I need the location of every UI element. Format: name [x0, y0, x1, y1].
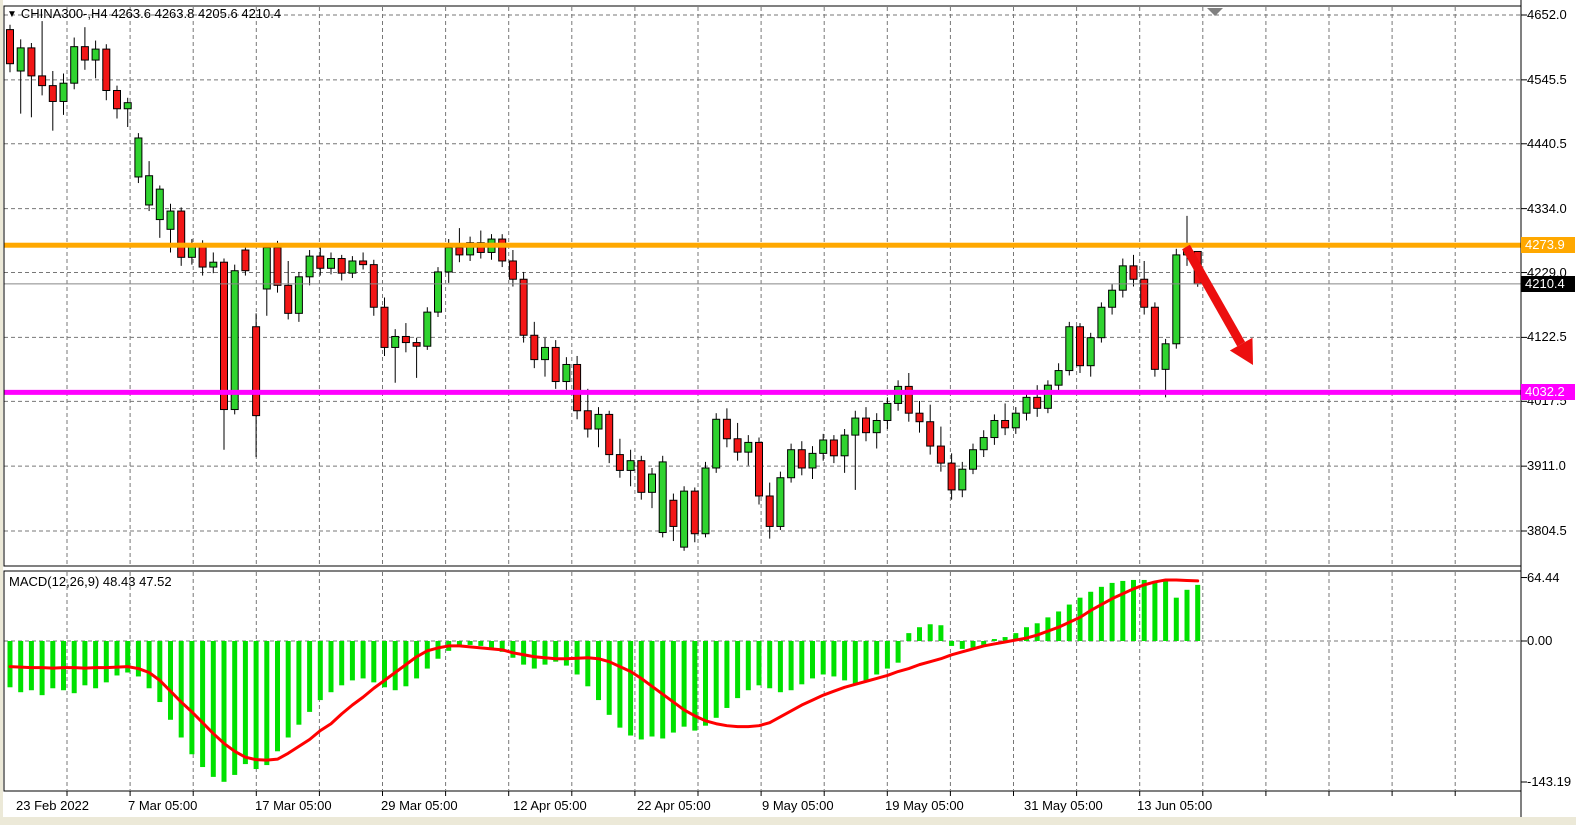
time-tick-label: 31 May 05:00: [1024, 798, 1103, 813]
symbol-dropdown-icon[interactable]: ▼: [7, 9, 17, 20]
time-tick-label: 23 Feb 2022: [16, 798, 90, 813]
support-price-tag: 4032.2: [1521, 384, 1575, 401]
price-tick-label: 4440.5: [1527, 135, 1567, 151]
macd-tick-label: 0.00: [1527, 633, 1553, 648]
price-tick-label: 4334.0: [1527, 200, 1567, 216]
bottom-window-edge: [0, 817, 1576, 825]
price-tick-label: 3911.0: [1527, 458, 1566, 474]
time-tick-label: 9 May 05:00: [762, 798, 834, 813]
left-window-edge: [0, 0, 3, 825]
macd-indicator-label: MACD(12,26,9) 48.43 47.52: [9, 574, 172, 589]
resistance-price-tag: 4273.9: [1521, 237, 1575, 254]
chart-title-text: CHINA300-,H4 4263.6 4263.8 4205.6 4210.4: [20, 6, 282, 21]
time-tick-label: 19 May 05:00: [885, 798, 964, 813]
time-tick-label: 7 Mar 05:00: [128, 798, 198, 813]
last-price-tag: 4210.4: [1521, 275, 1575, 292]
price-tick-label: 4545.5: [1527, 71, 1567, 87]
time-tick-label: 29 Mar 05:00: [381, 798, 458, 813]
price-tick-label: 3804.5: [1527, 523, 1567, 538]
chart-title: ▼ CHINA300-,H4 4263.6 4263.8 4205.6 4210.…: [7, 6, 281, 21]
time-tick-label: 22 Apr 05:00: [637, 798, 711, 813]
price-tick-label: 4122.5: [1527, 329, 1567, 345]
macd-tick-label: 64.44: [1527, 569, 1560, 585]
price-tick-label: 4229.0: [1527, 264, 1567, 280]
time-tick-label: 13 Jun 05:00: [1137, 798, 1213, 813]
time-tick-label: 17 Mar 05:00: [255, 798, 332, 813]
time-tick-label: 12 Apr 05:00: [513, 798, 587, 813]
macd-tick-label: -143.19: [1527, 773, 1572, 789]
price-tick-label: 4652.0: [1527, 7, 1567, 22]
